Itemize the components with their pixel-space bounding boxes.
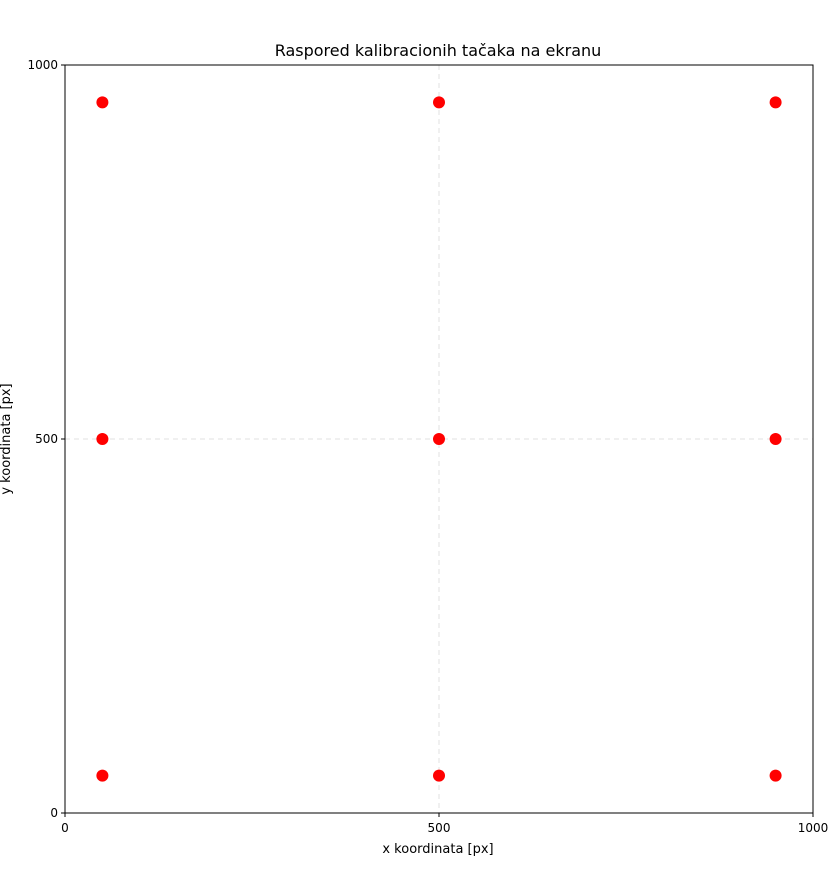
y-tick-label: 1000: [27, 58, 58, 72]
y-tick-label: 0: [50, 806, 58, 820]
x-axis-label: x koordinata [px]: [382, 842, 493, 857]
y-tick-label: 500: [35, 432, 58, 446]
data-point: [433, 433, 445, 445]
x-tick-label: 500: [428, 821, 451, 835]
y-axis-label: y koordinata [px]: [0, 383, 14, 494]
data-point: [769, 433, 782, 445]
data-point: [769, 769, 782, 782]
chart-title: Raspored kalibracionih tačaka na ekranu: [275, 41, 602, 60]
data-point: [96, 433, 109, 445]
data-point: [769, 96, 782, 109]
data-point: [96, 96, 109, 109]
x-tick-label: 0: [61, 821, 69, 835]
ticks-layer: 0 500 1000 0 500 1000: [27, 58, 828, 835]
data-point: [96, 769, 109, 782]
points-layer: [96, 96, 782, 782]
x-tick-label: 1000: [798, 821, 829, 835]
data-point: [433, 769, 445, 782]
data-point: [433, 96, 445, 109]
